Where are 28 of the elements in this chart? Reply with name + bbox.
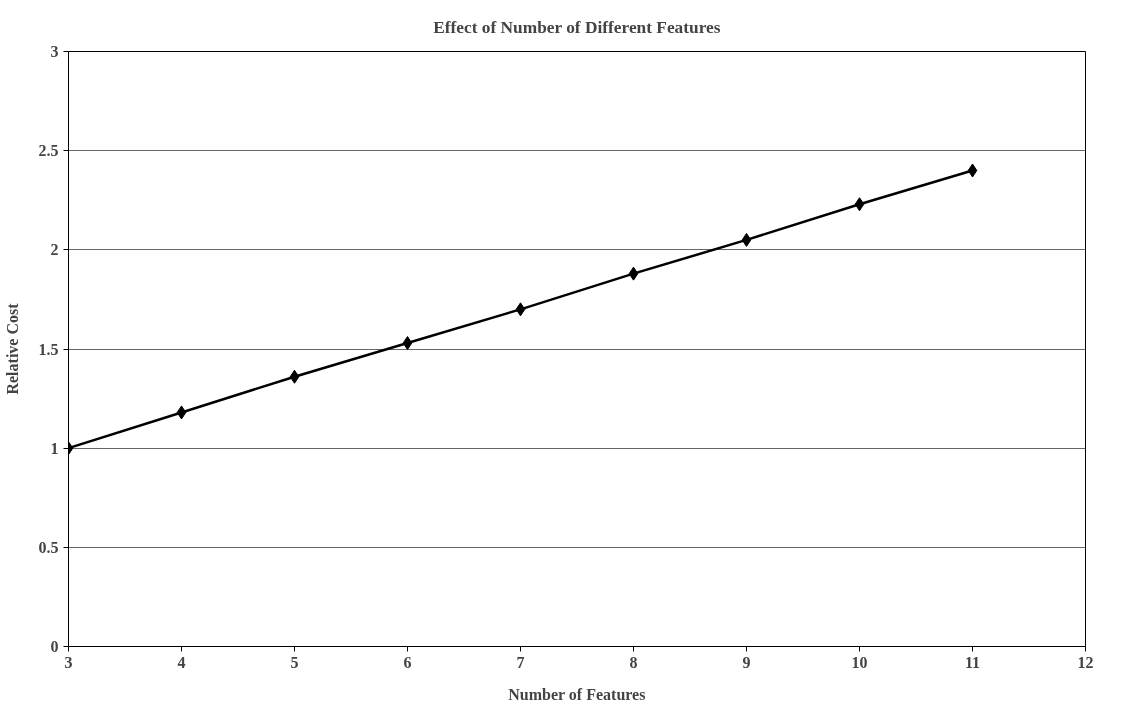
x-axis-title: Number of Features [508,685,646,703]
x-tick-label: 8 [629,653,638,671]
x-tick-label: 6 [403,653,412,671]
y-tick-label: 0.5 [38,538,59,556]
x-tick-label: 10 [851,653,868,671]
y-tick-label: 1 [50,439,59,457]
y-tick-label: 0 [50,638,59,655]
chart-title: Effect of Number of Different Features [433,17,721,37]
x-tick-label: 12 [1077,653,1094,671]
x-tick-label: 3 [64,653,73,671]
y-tick-label: 1.5 [38,340,59,358]
point [967,163,978,178]
y-axis-title: Relative Cost [3,302,21,395]
point [402,336,413,351]
y-tick-label: 2.5 [38,142,59,160]
y-tick-label: 2 [50,241,59,259]
x-tick-label: 4 [177,653,186,671]
point [515,302,526,317]
point [176,405,187,420]
x-tick-label: 9 [742,653,751,671]
point [628,266,639,281]
point [741,232,752,247]
x-tick-label: 7 [516,653,525,671]
point [854,197,865,212]
y-tick-label: 3 [50,43,59,60]
x-tick-label: 5 [290,653,299,671]
x-tick-label: 11 [964,653,981,671]
point [289,369,300,384]
